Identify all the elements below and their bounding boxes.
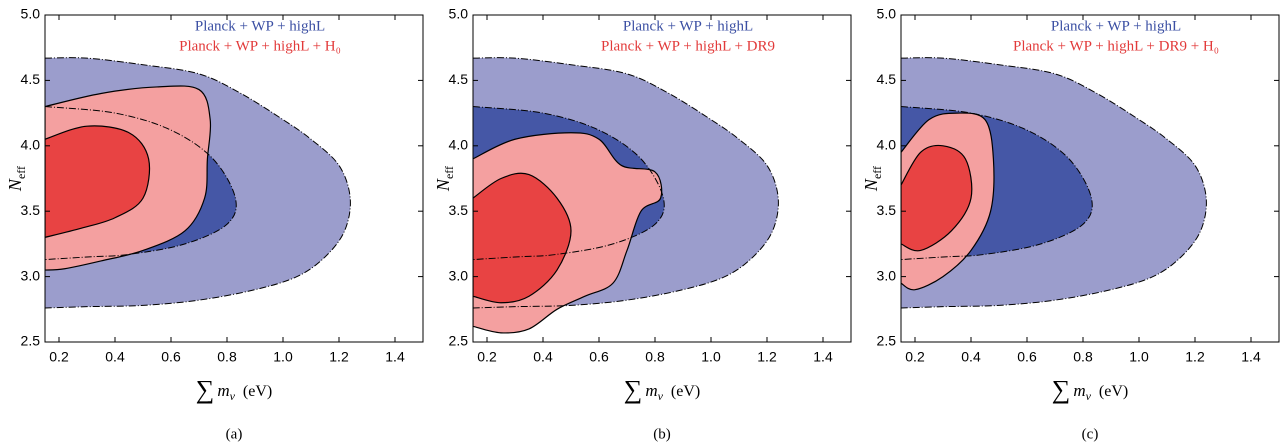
y-axis-label: Neff xyxy=(861,166,884,192)
y-label-sub: eff xyxy=(870,166,884,179)
x-tick-label: 1.4 xyxy=(1241,349,1261,365)
legend-entry: Planck + WP + highL + DR9 + H₀ xyxy=(1013,38,1219,54)
y-tick-label: 4.0 xyxy=(877,137,897,153)
contour-outline xyxy=(45,57,351,309)
y-tick-label: 4.0 xyxy=(449,137,469,153)
x-tick-label: 1.0 xyxy=(1129,349,1149,365)
y-tick-label: 2.5 xyxy=(449,333,469,349)
plot-frame xyxy=(900,14,1280,343)
y-tick-label: 4.0 xyxy=(21,137,41,153)
contour xyxy=(473,172,572,304)
x-tick-label: 1.0 xyxy=(273,349,293,365)
legend-entry: Planck + WP + highL + H₀ xyxy=(179,38,341,54)
y-tick-label: 3.0 xyxy=(877,267,897,283)
contour xyxy=(901,144,973,252)
x-label-sub: ν xyxy=(230,389,236,403)
x-axis-label: ∑ mν (eV) xyxy=(1052,375,1128,404)
y-tick-label: 3.5 xyxy=(449,202,469,218)
plot-area xyxy=(45,57,351,309)
contour-outline xyxy=(473,57,779,309)
x-tick-label: 1.2 xyxy=(757,349,777,365)
x-tick-label: 1.4 xyxy=(385,349,405,365)
x-label-var: m xyxy=(645,381,657,400)
y-tick-label: 5.0 xyxy=(449,6,469,22)
x-axis-label: ∑ mν (eV) xyxy=(624,375,700,404)
y-tick-label: 3.5 xyxy=(21,202,41,218)
y-tick-label: 3.0 xyxy=(21,267,41,283)
contour-outline xyxy=(901,57,1207,309)
y-tick-label: 5.0 xyxy=(877,6,897,22)
plot-area xyxy=(901,57,1207,309)
y-tick-label: 5.0 xyxy=(21,6,41,22)
x-label-unit: (eV) xyxy=(243,383,272,400)
x-tick-label: 0.2 xyxy=(905,349,925,365)
x-label-unit: (eV) xyxy=(1099,383,1128,400)
x-tick-label: 0.4 xyxy=(961,349,981,365)
y-tick-label: 4.5 xyxy=(449,71,469,87)
x-label-var: m xyxy=(217,381,229,400)
y-label-var: N xyxy=(433,178,453,192)
panel: 0.2 0.4 0.6 0.8 1.0 1.2 1.4 2.5 3.0 3.5 4.0 4.5 5.0 P… xyxy=(433,6,852,442)
legend-entry: Planck + WP + highL xyxy=(1051,18,1181,34)
x-tick-label: 0.4 xyxy=(533,349,553,365)
y-tick-label: 2.5 xyxy=(21,333,41,349)
contour-outline xyxy=(901,106,1093,261)
panel: 0.2 0.4 0.6 0.8 1.0 1.2 1.4 2.5 3.0 3.5 4.0 4.5 5.0 P… xyxy=(861,6,1280,442)
x-tick-label: 1.0 xyxy=(701,349,721,365)
x-tick-label: 0.8 xyxy=(1073,349,1093,365)
y-axis-label: Neff xyxy=(5,166,28,192)
x-tick-label: 0.2 xyxy=(477,349,497,365)
x-tick-label: 1.4 xyxy=(813,349,833,365)
plot-area xyxy=(473,57,779,334)
x-label-var: m xyxy=(1073,381,1085,400)
panel-label: (c) xyxy=(1082,426,1099,442)
x-label-sub: ν xyxy=(1086,389,1092,403)
panel-label: (b) xyxy=(653,426,671,442)
x-tick-label: 0.6 xyxy=(589,349,609,365)
x-tick-label: 0.6 xyxy=(1017,349,1037,365)
x-tick-label: 0.8 xyxy=(217,349,237,365)
y-tick-label: 2.5 xyxy=(877,333,897,349)
x-label-unit: (eV) xyxy=(671,383,700,400)
x-tick-label: 0.6 xyxy=(161,349,181,365)
y-label-var: N xyxy=(5,178,25,192)
plot-frame xyxy=(472,14,852,343)
x-label-symbol: ∑ xyxy=(624,375,643,404)
y-label-sub: eff xyxy=(14,166,28,179)
y-label-var: N xyxy=(861,178,881,192)
y-tick-label: 4.5 xyxy=(21,71,41,87)
x-label-symbol: ∑ xyxy=(1052,375,1071,404)
y-tick-label: 4.5 xyxy=(877,71,897,87)
x-tick-label: 1.2 xyxy=(1185,349,1205,365)
legend-entry: Planck + WP + highL xyxy=(623,18,753,34)
legend-entry: Planck + WP + highL xyxy=(195,18,325,34)
contour-outline xyxy=(473,106,665,261)
x-tick-label: 1.2 xyxy=(329,349,349,365)
y-tick-label: 3.5 xyxy=(877,202,897,218)
panel: 0.2 0.4 0.6 0.8 1.0 1.2 1.4 2.5 3.0 3.5 4.0 4.5 5.0 P… xyxy=(5,6,424,442)
y-axis-label: Neff xyxy=(433,166,456,192)
x-axis-label: ∑ mν (eV) xyxy=(196,375,272,404)
x-tick-label: 0.8 xyxy=(645,349,665,365)
plot-frame xyxy=(44,14,424,343)
contour-outline xyxy=(45,106,237,261)
y-label-sub: eff xyxy=(442,166,456,179)
x-tick-label: 0.2 xyxy=(49,349,69,365)
contour xyxy=(45,125,151,238)
x-tick-label: 0.4 xyxy=(105,349,125,365)
x-label-sub: ν xyxy=(658,389,664,403)
y-tick-label: 3.0 xyxy=(449,267,469,283)
x-label-symbol: ∑ xyxy=(196,375,215,404)
legend-entry: Planck + WP + highL + DR9 xyxy=(601,38,775,54)
panel-label: (a) xyxy=(226,426,243,442)
